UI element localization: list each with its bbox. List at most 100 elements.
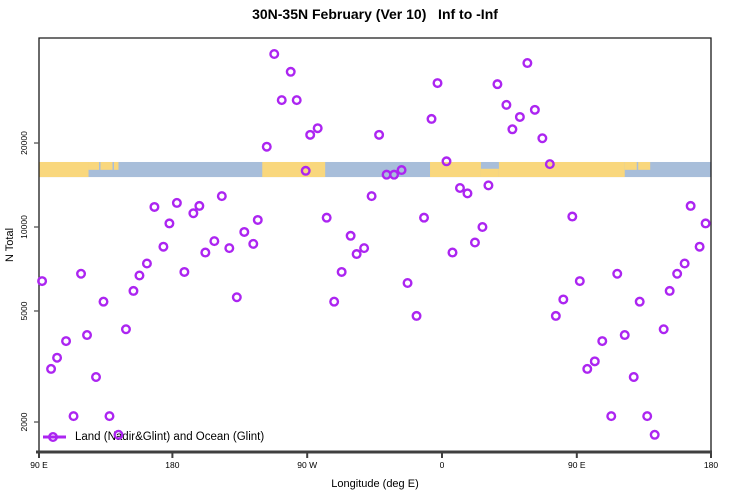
x-tick-label: 90 W (297, 460, 317, 470)
data-point (179, 266, 190, 277)
data-point (351, 249, 362, 260)
data-point (285, 66, 296, 77)
data-point (537, 133, 548, 144)
x-tick-label: 90 E (30, 460, 48, 470)
data-point (52, 352, 63, 363)
data-point (252, 214, 263, 225)
data-point (216, 191, 227, 202)
data-point (582, 363, 593, 374)
data-point (402, 277, 413, 288)
data-point (209, 236, 220, 247)
data-point (649, 429, 660, 440)
data-point (291, 95, 302, 106)
data-point (529, 104, 540, 115)
data-point (345, 230, 356, 241)
data-point (514, 111, 525, 122)
data-point (447, 247, 458, 258)
data-point (664, 285, 675, 296)
data-point (329, 296, 340, 307)
data-point (98, 296, 109, 307)
data-point (269, 48, 280, 59)
map-band-ocean (39, 161, 711, 178)
data-point (454, 182, 465, 193)
x-tick-label: 90 E (568, 460, 586, 470)
data-point (597, 336, 608, 347)
data-point (574, 276, 585, 287)
data-point (149, 201, 160, 212)
data-point (619, 330, 630, 341)
data-point (672, 268, 683, 279)
data-point (164, 218, 175, 229)
y-tick-label: 20000 (19, 131, 29, 155)
x-tick-label: 180 (704, 460, 718, 470)
map-band-land (88, 161, 100, 170)
data-point (492, 79, 503, 90)
data-point (411, 310, 422, 321)
data-point (134, 270, 145, 281)
data-point (469, 237, 480, 248)
data-point (374, 129, 385, 140)
data-point (679, 258, 690, 269)
x-tick-label: 0 (440, 460, 445, 470)
data-point (462, 188, 473, 199)
data-point (550, 310, 561, 321)
data-point (312, 123, 323, 134)
data-point (46, 363, 57, 374)
data-point (567, 211, 578, 222)
data-point (658, 324, 669, 335)
map-band-land (480, 168, 499, 178)
data-point (381, 169, 392, 180)
data-point (389, 169, 400, 180)
data-point (104, 411, 115, 422)
data-point (200, 247, 211, 258)
data-point (76, 268, 87, 279)
data-point (194, 200, 205, 211)
data-point (300, 165, 311, 176)
y-tick-label: 2000 (19, 412, 29, 431)
data-point (231, 292, 242, 303)
data-point (685, 200, 696, 211)
data-point (224, 243, 235, 254)
data-point (239, 226, 250, 237)
y-tick-label: 5000 (19, 301, 29, 320)
data-point (141, 258, 152, 269)
x-axis-label: Longitude (deg E) (331, 478, 419, 490)
y-tick-label: 10000 (19, 215, 29, 239)
data-point (120, 324, 131, 335)
data-point (261, 141, 272, 152)
data-point (188, 208, 199, 219)
data-point (507, 124, 518, 135)
data-point (558, 294, 569, 305)
data-point (544, 159, 555, 170)
data-point (700, 218, 711, 229)
data-point (628, 371, 639, 382)
data-point (441, 156, 452, 167)
data-point (501, 99, 512, 110)
legend-label: Land (Nadir&Glint) and Ocean (Glint) (75, 431, 265, 443)
data-point (419, 212, 430, 223)
map-band-land (113, 161, 119, 170)
data-point (158, 241, 169, 252)
legend-point-marker (48, 432, 59, 443)
data-point (366, 191, 377, 202)
chart-title: 30N-35N February (Ver 10) Inf to -Inf (252, 6, 498, 22)
data-point (612, 268, 623, 279)
data-point (396, 165, 407, 176)
map-band-land (624, 161, 637, 170)
data-point (359, 243, 370, 254)
data-point (128, 285, 139, 296)
x-tick-label: 180 (165, 460, 179, 470)
data-point (91, 371, 102, 382)
data-point (634, 296, 645, 307)
data-point (305, 129, 316, 140)
data-point (61, 336, 72, 347)
map-band-land (498, 161, 625, 178)
data-point (37, 276, 48, 287)
data-point (694, 241, 705, 252)
data-point (336, 266, 347, 277)
data-point (248, 238, 259, 249)
map-band-land (638, 161, 651, 170)
map-band-land (100, 161, 113, 170)
